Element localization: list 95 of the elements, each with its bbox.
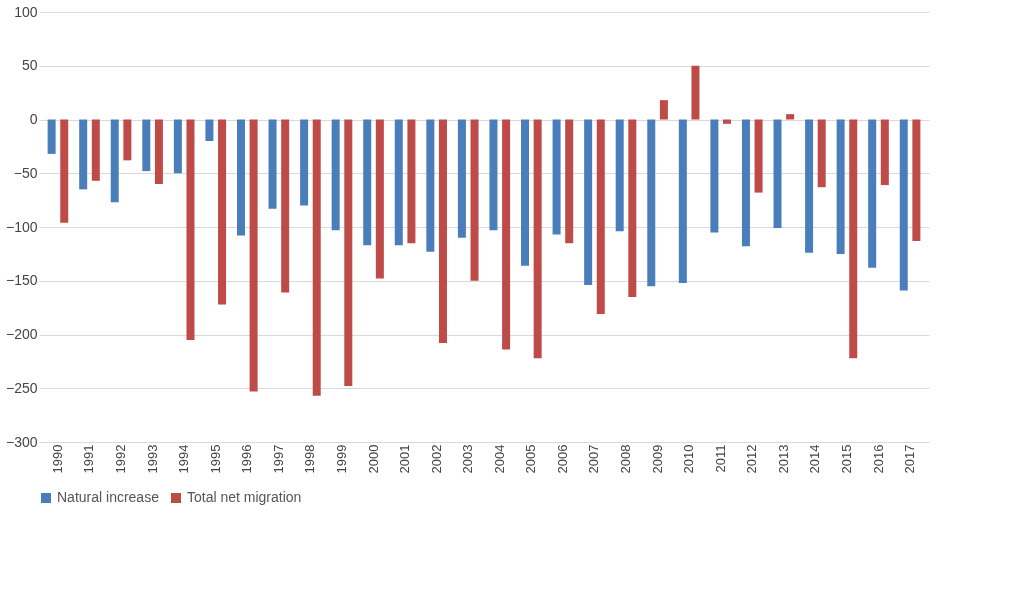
- x-tick-label: 2017: [902, 444, 918, 474]
- bar: [375, 119, 384, 279]
- bar: [123, 119, 132, 161]
- x-tick-label: 2008: [618, 444, 634, 474]
- x-tick-label: 2005: [523, 444, 539, 474]
- x-tick-label: 1992: [113, 444, 129, 474]
- bar: [470, 119, 479, 281]
- bar: [596, 119, 605, 315]
- bar: [186, 119, 195, 340]
- y-tick-label: 100: [14, 3, 38, 20]
- bar: [754, 119, 763, 193]
- x-tick-label: 2003: [460, 444, 476, 474]
- y-tick-label: −250: [5, 379, 38, 396]
- x-tick-label: 1998: [302, 444, 318, 474]
- bar: [521, 119, 530, 266]
- bar: [868, 119, 877, 268]
- x-tick-label: 1997: [270, 444, 286, 474]
- bar: [344, 119, 353, 387]
- x-tick-label: 1991: [81, 444, 97, 474]
- bar: [880, 119, 889, 186]
- bar: [615, 119, 624, 232]
- x-tick-label: 2011: [712, 444, 728, 473]
- bar: [691, 65, 700, 120]
- bar: [805, 119, 814, 253]
- bar: [710, 119, 719, 233]
- bar: [533, 119, 542, 359]
- bar: [817, 119, 826, 188]
- x-tick-label: 2015: [838, 444, 854, 474]
- x-tick-label: 2000: [365, 444, 381, 474]
- legend-label: Total net migration: [187, 489, 302, 505]
- x-tick-label: 2012: [744, 444, 760, 474]
- bar: [205, 119, 214, 141]
- x-tick-label: 1990: [49, 444, 65, 474]
- bar: [142, 119, 151, 172]
- bar: [281, 119, 290, 293]
- bar: [899, 119, 908, 291]
- x-tick-label: 2009: [649, 444, 665, 474]
- bar: [363, 119, 372, 246]
- bar: [565, 119, 574, 244]
- x-tick-label: 2013: [775, 444, 791, 474]
- bar: [249, 119, 258, 392]
- y-tick-label: −100: [5, 218, 38, 235]
- y-tick-label: −200: [5, 326, 38, 342]
- x-tick-label: 1993: [144, 444, 160, 474]
- bar: [173, 119, 182, 174]
- bar: [91, 119, 100, 181]
- bar: [678, 119, 687, 283]
- bar: [584, 119, 593, 286]
- bar: [79, 119, 88, 190]
- bar: [628, 119, 637, 297]
- bar: [912, 119, 921, 241]
- y-tick-label: −300: [5, 433, 38, 450]
- bar: [236, 119, 245, 236]
- x-tick-label: 1995: [207, 444, 223, 474]
- x-tick-label: 1999: [333, 444, 349, 474]
- x-tick-label: 2016: [870, 444, 886, 474]
- bar: [110, 119, 119, 203]
- bar: [741, 119, 750, 247]
- y-tick-label: −50: [13, 164, 38, 181]
- bar: [268, 119, 277, 209]
- bar: [218, 119, 227, 305]
- bar: [502, 119, 511, 350]
- bar: [47, 119, 56, 154]
- bar: [394, 119, 403, 246]
- x-tick-label: 2002: [428, 444, 444, 474]
- bar: [154, 119, 163, 184]
- y-tick-label: 50: [21, 57, 38, 74]
- x-tick-label: 2007: [586, 444, 602, 474]
- bar: [426, 119, 435, 252]
- bar: [552, 119, 561, 235]
- legend-label: Natural increase: [57, 489, 160, 505]
- bar: [60, 119, 69, 223]
- x-tick-label: 2006: [554, 444, 570, 474]
- bar: [849, 119, 858, 359]
- bar: [489, 119, 498, 231]
- bar: [438, 119, 447, 344]
- bar: [407, 119, 416, 244]
- y-tick-label: 0: [29, 111, 38, 127]
- x-tick-label: 2001: [397, 444, 413, 474]
- x-tick-label: 1994: [176, 444, 192, 474]
- bar: [773, 119, 782, 229]
- bar: [786, 114, 795, 120]
- x-tick-label: 2010: [681, 444, 697, 474]
- bar: [331, 119, 340, 231]
- bar: [723, 119, 732, 124]
- y-tick-label: −150: [5, 272, 38, 289]
- bar: [300, 119, 309, 206]
- bar: [659, 100, 668, 120]
- x-tick-label: 1996: [239, 444, 255, 474]
- x-tick-label: 2004: [491, 444, 507, 474]
- bar: [647, 119, 656, 287]
- bar: [836, 119, 845, 254]
- bar: [457, 119, 466, 238]
- x-tick-label: 2014: [807, 444, 823, 474]
- bar: [312, 119, 321, 396]
